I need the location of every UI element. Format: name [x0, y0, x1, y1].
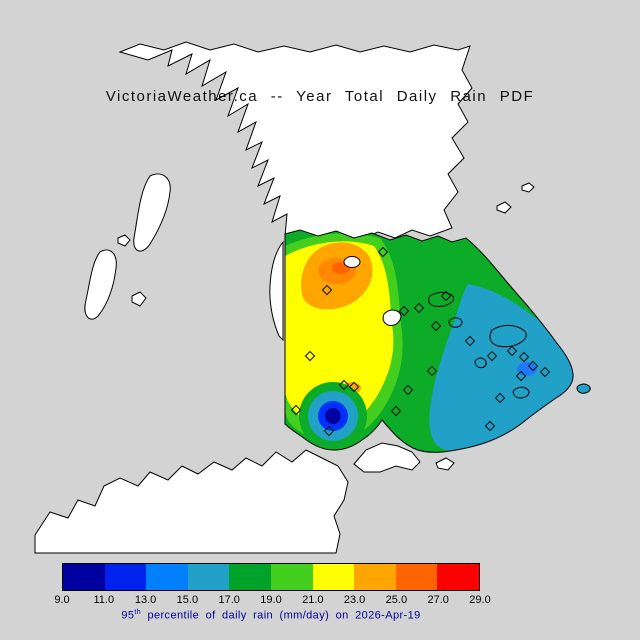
colorbar-segment: [63, 564, 105, 590]
station-marker: [506, 345, 518, 357]
station-marker: [486, 350, 498, 362]
station-marker: [402, 384, 414, 396]
lakes-and-islands: [343, 256, 591, 399]
station-marker: [290, 404, 302, 416]
colorbar-tick-label: 23.0: [343, 594, 366, 606]
caption-superscript: th: [134, 609, 141, 616]
colorbar-tick-label: 9.0: [54, 594, 70, 606]
station-markers: [290, 246, 551, 437]
colorbar-ticks: 9.0 11.0 13.0 15.0 17.0 19.0 21.0 23.0 25.0 27.0 2…: [54, 594, 490, 608]
west-islet-1: [131, 291, 147, 307]
station-marker: [321, 284, 333, 296]
colorbar-segment: [146, 564, 188, 590]
station-marker: [440, 290, 452, 302]
station-marker: [464, 335, 476, 347]
plot-title: VictoriaWeather.ca -- Year Total Daily R…: [105, 88, 535, 105]
colorbar-tick-label: 25.0: [385, 594, 408, 606]
caption-prefix: 95: [121, 609, 135, 622]
colorbar-tick-label: 27.0: [427, 594, 449, 606]
station-marker: [539, 366, 551, 378]
colorbar-segment: [395, 564, 438, 590]
colorbar-tick-label: 17.0: [218, 594, 240, 606]
station-marker: [494, 392, 506, 404]
station-marker: [515, 370, 527, 382]
station-marker: [413, 302, 425, 314]
colorbar-segment: [312, 564, 355, 590]
island-outline-2: [448, 317, 463, 328]
colorbar-segment: [437, 564, 479, 590]
land-masses: [34, 41, 535, 554]
west-island-1: [133, 173, 171, 252]
station-marker: [338, 379, 350, 391]
station-marker: [527, 360, 539, 372]
colorbar-segment: [104, 564, 147, 590]
lake-1: [343, 256, 361, 268]
station-marker: [348, 381, 360, 393]
northeast-islet-2: [521, 182, 535, 193]
island-outline-5: [512, 386, 530, 399]
colorbar-segment: [354, 564, 396, 590]
south-landmass: [34, 449, 349, 554]
west-island-2: [84, 249, 117, 320]
colorbar-tick-label: 11.0: [93, 594, 115, 606]
station-marker: [390, 405, 402, 417]
inlet-west-shore: [269, 240, 284, 342]
station-marker: [518, 351, 530, 363]
station-marker: [377, 246, 389, 258]
station-marker: [426, 365, 438, 377]
colorbar-caption: 95th percentile of daily rain (mm/day) o…: [22, 609, 520, 622]
bullseye-darkblue-core: [325, 408, 341, 424]
rain-map: [34, 41, 591, 554]
colorbar-segment: [187, 564, 230, 590]
south-peninsula: [353, 442, 421, 473]
contour-field: [285, 230, 574, 453]
station-marker: [484, 420, 496, 432]
colorbar-segment: [270, 564, 313, 590]
northeast-islet-1: [496, 201, 512, 214]
outer-cyan-islet: [576, 383, 591, 394]
island-outline-3: [489, 324, 527, 348]
station-marker: [304, 350, 316, 362]
caption-rest: percentile of daily rain (mm/day) on 202…: [141, 609, 421, 622]
colorbar-tick-label: 15.0: [176, 594, 199, 606]
colorbar-tick-label: 21.0: [302, 594, 324, 606]
station-marker: [398, 305, 410, 317]
colorbar-segment: [229, 564, 271, 590]
station-marker: [430, 320, 442, 332]
south-islet: [435, 457, 455, 471]
station-marker: [323, 425, 335, 437]
colorbar-tick-label: 29.0: [469, 594, 491, 606]
lake-2: [382, 309, 402, 326]
west-islet-2: [117, 234, 131, 247]
colorbar: [62, 563, 480, 591]
island-outline-4: [474, 357, 487, 369]
colorbar-tick-label: 19.0: [260, 594, 282, 606]
map-svg: [34, 41, 591, 554]
colorbar-tick-label: 13.0: [134, 594, 157, 606]
